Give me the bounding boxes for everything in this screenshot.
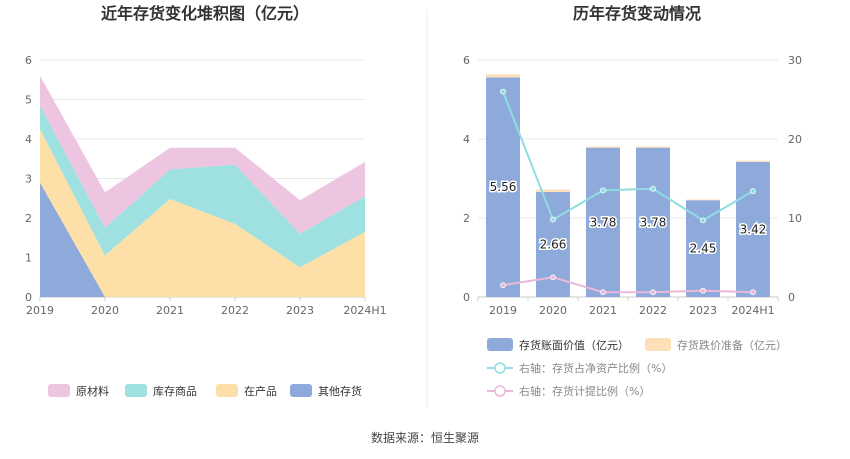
bar-value-label: 3.42 xyxy=(740,222,767,236)
legend-swatch xyxy=(125,384,147,397)
line-point xyxy=(500,88,506,95)
bar-value-label: 2.66 xyxy=(540,237,567,251)
line-point xyxy=(550,216,556,223)
legend-line-label: 右轴：存货占净资产比例（%） xyxy=(519,361,672,375)
left-chart-title: 近年存货变化堆积图（亿元） xyxy=(101,4,309,23)
bar-book-value xyxy=(586,147,620,297)
right-bars xyxy=(486,74,770,297)
right-right-y-tick-label: 20 xyxy=(788,133,802,146)
bar-value-label: 2.45 xyxy=(690,242,717,256)
left-x-axis-ticks: 2019 2020 2021 2022 2023 2024H1 xyxy=(26,297,387,317)
left-y-tick-label: 0 xyxy=(25,291,32,304)
right-x-tick-label: 2021 xyxy=(589,304,617,317)
legend-swatch-book-value xyxy=(487,338,513,351)
bar-book-value xyxy=(736,161,770,297)
left-legend: 原材料 库存商品 在产品 其他存货 xyxy=(48,384,362,398)
line-point xyxy=(500,282,506,289)
left-y-tick-label: 1 xyxy=(25,252,32,265)
right-gridlines xyxy=(478,59,778,298)
right-x-tick-label: 2024H1 xyxy=(731,304,774,317)
bar-impairment xyxy=(486,74,520,78)
legend-line-label: 右轴：存货计提比例（%） xyxy=(519,384,650,398)
bar-impairment xyxy=(736,160,770,162)
bar-line-chart: 历年存货变动情况 5.56 2.66 3.78 3.78 2.45 3.42 0 2 4 6 0 1… xyxy=(463,4,802,398)
right-x-axis-ticks: 2019 2020 2021 2022 2023 2024H1 xyxy=(477,297,779,317)
bar-book-value xyxy=(636,147,670,297)
right-right-y-tick-label: 30 xyxy=(788,54,802,67)
left-y-tick-label: 2 xyxy=(25,212,32,225)
legend-label: 库存商品 xyxy=(153,384,197,398)
right-legend: 存货账面价值（亿元） 存货跌价准备（亿元） 右轴：存货占净资产比例（%） 右轴：存货计… xyxy=(487,338,787,398)
line-point xyxy=(650,185,656,192)
area-在产品 xyxy=(40,129,365,297)
left-x-tick-label: 2023 xyxy=(286,304,314,317)
bar-value-label: 5.56 xyxy=(490,180,517,194)
left-x-tick-label: 2021 xyxy=(156,304,184,317)
legend-swatch xyxy=(48,384,70,397)
legend-label: 原材料 xyxy=(76,384,109,398)
left-x-tick-label: 2019 xyxy=(26,304,54,317)
left-y-axis-ticks: 0 1 2 3 4 5 6 xyxy=(25,54,32,304)
line-point xyxy=(700,287,706,294)
right-x-tick-label: 2020 xyxy=(539,304,567,317)
bar-impairment xyxy=(636,146,670,148)
area-其他存货 xyxy=(40,182,365,297)
right-x-tick-label: 2022 xyxy=(639,304,667,317)
legend-label-impairment: 存货跌价准备（亿元） xyxy=(677,338,787,352)
line-point xyxy=(750,188,756,195)
area-原材料 xyxy=(40,75,365,234)
legend-label: 在产品 xyxy=(244,384,277,398)
right-x-tick-label: 2023 xyxy=(689,304,717,317)
legend-swatch-impairment xyxy=(645,338,671,351)
left-x-tick-label: 2022 xyxy=(221,304,249,317)
right-right-y-tick-label: 0 xyxy=(788,291,795,304)
area-库存商品 xyxy=(40,105,365,268)
left-y-tick-label: 5 xyxy=(25,94,32,107)
right-lines xyxy=(500,88,756,296)
left-x-tick-label: 2024H1 xyxy=(343,304,386,317)
bar-impairment xyxy=(586,146,620,148)
right-bar-labels: 5.56 2.66 3.78 3.78 2.45 3.42 xyxy=(488,179,768,257)
right-left-y-tick-label: 4 xyxy=(463,133,470,146)
line-point xyxy=(750,289,756,296)
right-y-axis-ticks: 0 2 4 6 0 10 20 30 xyxy=(463,54,802,304)
right-x-tick-label: 2019 xyxy=(489,304,517,317)
bar-value-label: 3.78 xyxy=(640,215,667,229)
bar-book-value xyxy=(486,77,520,297)
left-area-layers xyxy=(40,75,365,297)
legend-swatch xyxy=(216,384,238,397)
left-x-tick-label: 2020 xyxy=(91,304,119,317)
legend-line-marker xyxy=(494,362,506,374)
right-left-y-tick-label: 2 xyxy=(463,212,470,225)
legend-label: 其他存货 xyxy=(318,384,362,398)
line-point xyxy=(600,187,606,194)
legend-swatch xyxy=(290,384,312,397)
right-right-y-tick-label: 10 xyxy=(788,212,802,225)
right-left-y-tick-label: 6 xyxy=(463,54,470,67)
line-point xyxy=(550,274,556,281)
line-point xyxy=(650,289,656,296)
left-y-tick-label: 6 xyxy=(25,54,32,67)
line-point xyxy=(700,217,706,224)
data-source: 数据来源：恒生聚源 xyxy=(371,430,479,445)
right-chart-title: 历年存货变动情况 xyxy=(573,4,701,23)
bar-book-value xyxy=(686,200,720,297)
left-y-tick-label: 3 xyxy=(25,173,32,186)
line-point xyxy=(600,289,606,296)
legend-label-book-value: 存货账面价值（亿元） xyxy=(519,338,629,352)
line-右轴：存货占净资产比例（%） xyxy=(502,91,754,222)
bar-impairment xyxy=(536,189,570,192)
bar-value-label: 3.78 xyxy=(590,215,617,229)
legend-line-marker xyxy=(494,385,506,397)
right-left-y-tick-label: 0 xyxy=(463,291,470,304)
left-y-tick-label: 4 xyxy=(25,133,32,146)
bar-impairment xyxy=(686,199,720,201)
line-右轴：存货计提比例（%） xyxy=(502,276,754,294)
